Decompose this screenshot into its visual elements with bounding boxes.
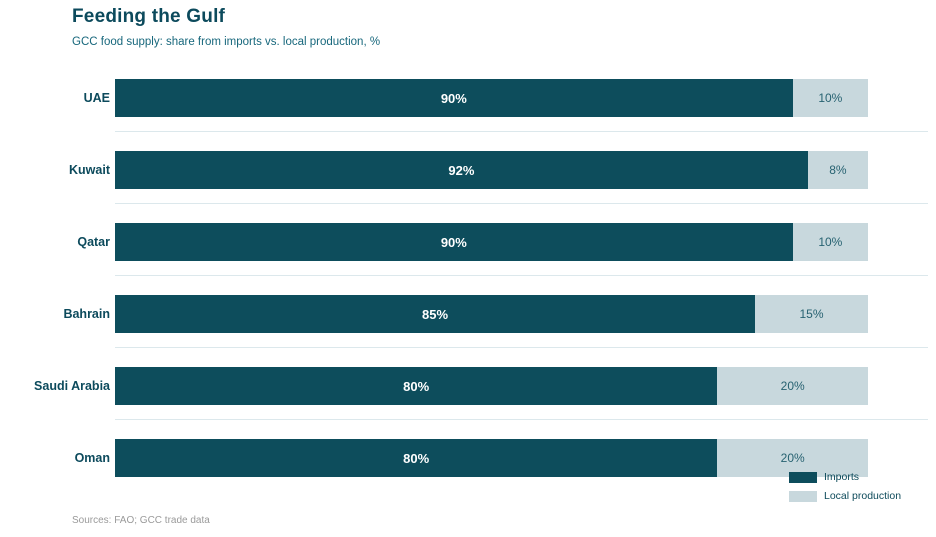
bar-value-label: 90%	[440, 90, 467, 106]
bar-value-label: 92%	[448, 162, 475, 178]
bar-row: 80% 20%	[115, 367, 868, 405]
bar-value-label: 85%	[422, 306, 449, 322]
category-label: Saudi Arabia	[34, 379, 110, 393]
row-separator-line	[115, 347, 928, 348]
category-label: Oman	[74, 451, 110, 465]
local-production-bar-segment: 15%	[755, 295, 868, 333]
local-production-bar-segment: 20%	[717, 367, 868, 405]
bar-value-label: 80%	[403, 450, 430, 466]
bar-value-label: 20%	[780, 451, 805, 465]
imports-legend-swatch	[789, 471, 817, 483]
bar-row: 92% 8%	[115, 151, 868, 189]
source-note: Sources: FAO; GCC trade data	[72, 515, 210, 526]
legend-label-local-production: Local production	[824, 490, 902, 502]
local-production-legend-swatch	[789, 490, 817, 502]
local-production-bar-segment: 8%	[807, 151, 868, 189]
bar-row: 90% 10%	[115, 223, 868, 261]
bar-value-label: 8%	[829, 163, 847, 177]
legend-item-local-production: Local production	[789, 490, 901, 502]
imports-bar-segment: 90%	[115, 223, 793, 261]
chart-legend: Imports Local production	[789, 471, 901, 509]
bar-row: 90% 10%	[115, 79, 868, 117]
bar-row: 85% 15%	[115, 295, 868, 333]
bar-row: 80% 20%	[115, 439, 868, 477]
row-separator-line	[115, 275, 928, 276]
imports-bar-segment: 80%	[115, 439, 718, 477]
legend-label-imports: Imports	[824, 471, 860, 483]
local-production-bar-segment: 10%	[792, 79, 868, 117]
imports-bar-segment: 90%	[115, 79, 793, 117]
bar-value-label: 80%	[403, 378, 430, 394]
category-label: Kuwait	[69, 163, 110, 177]
category-label: Qatar	[77, 235, 110, 249]
imports-bar-segment: 92%	[115, 151, 808, 189]
bar-value-label: 15%	[799, 307, 824, 321]
bar-value-label: 20%	[780, 379, 805, 393]
local-production-bar-segment: 10%	[792, 223, 868, 261]
chart-title: Feeding the Gulf	[72, 6, 226, 27]
row-separator-line	[115, 131, 928, 132]
imports-bar-segment: 80%	[115, 367, 718, 405]
imports-bar-segment: 85%	[115, 295, 756, 333]
local-production-bar-segment: 20%	[717, 439, 868, 477]
category-label: UAE	[83, 91, 110, 105]
row-separator-line	[115, 419, 928, 420]
bar-value-label: 90%	[440, 234, 467, 250]
legend-item-imports: Imports	[789, 471, 901, 483]
category-label: Bahrain	[63, 307, 110, 321]
chart-subtitle: GCC food supply: share from imports vs. …	[72, 36, 381, 48]
bar-value-label: 10%	[818, 91, 843, 105]
row-separator-line	[115, 203, 928, 204]
bar-value-label: 10%	[818, 235, 843, 249]
